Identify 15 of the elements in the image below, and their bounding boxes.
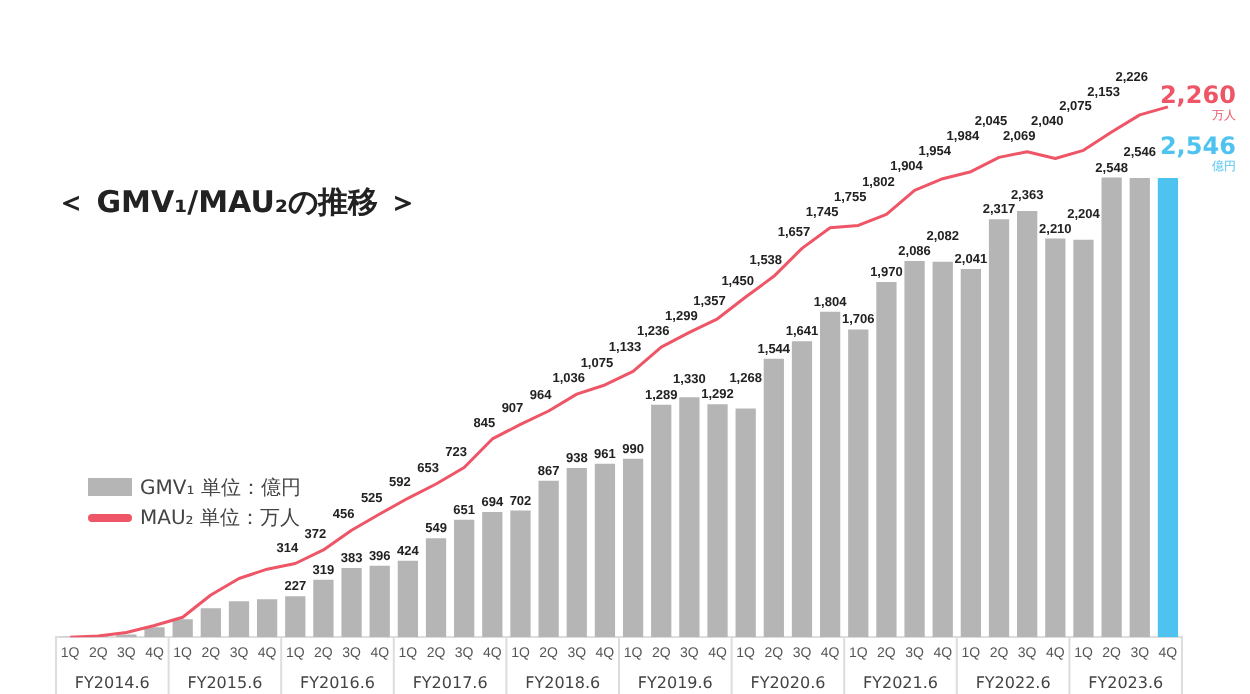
text: FY2014.6	[74, 674, 150, 692]
data-label: 2,260	[1159, 80, 1236, 109]
legend-label: MAU₂ 単位：万人	[140, 505, 300, 531]
text: FY2019.6	[637, 674, 713, 692]
data-label: 2,546	[1159, 131, 1236, 160]
text: FY2015.6	[187, 674, 263, 692]
text: FY2023.6	[1088, 674, 1164, 692]
text: FY2022.6	[975, 674, 1051, 692]
text: FY2016.6	[300, 674, 375, 692]
text: FY2021.6	[863, 674, 938, 692]
text: FY2017.6	[412, 674, 488, 692]
text: FY2020.6	[750, 674, 826, 692]
chart-title: ＜ GMV₁/MAU₂の推移 ＞	[56, 184, 419, 222]
legend-label: GMV₁ 単位：億円	[140, 475, 301, 501]
text: FY2018.6	[525, 674, 601, 692]
